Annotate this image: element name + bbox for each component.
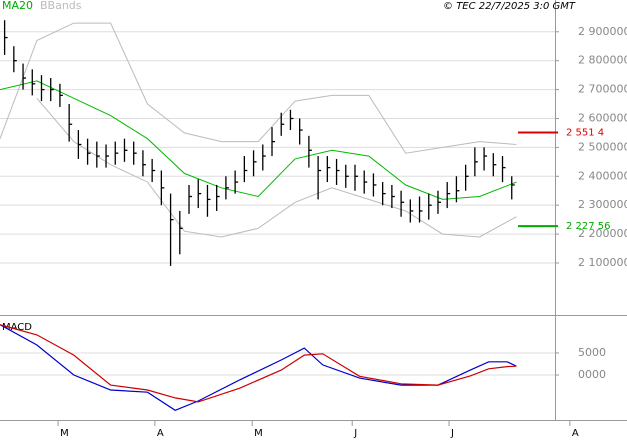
- source: © TEC 22/7/2025 3:0 GMT: [443, 1, 576, 12]
- x-tick-label: A: [157, 428, 164, 439]
- y-tick-label: 2 400000: [578, 169, 627, 182]
- y-tick-label: 5000: [578, 346, 606, 359]
- ma-line: [0, 80, 517, 200]
- y-tick-label: 0000: [578, 368, 606, 381]
- y-tick-label: 2 200000: [578, 227, 627, 240]
- macd-line: [0, 324, 517, 411]
- x-tick-label: M: [254, 428, 263, 439]
- x-tick-label: A: [572, 428, 579, 439]
- y-tick-label: 2 500000: [578, 140, 627, 153]
- x-tick-label: J: [450, 428, 454, 439]
- x-tick-label: J: [353, 428, 357, 439]
- y-tick-label: 2 600000: [578, 111, 627, 124]
- macd-line: [0, 324, 517, 403]
- level-label: 2 227 56: [566, 221, 611, 232]
- y-tick-label: 2 800000: [578, 54, 627, 67]
- y-tick-label: 2 700000: [578, 83, 627, 96]
- x-tick-label: M: [60, 428, 69, 439]
- legend-ma: MA20: [2, 0, 33, 12]
- y-tick-label: 2 300000: [578, 198, 627, 211]
- legend-bbands: BBands: [40, 0, 82, 12]
- y-tick-label: 2 100000: [578, 256, 627, 269]
- bband-lower: [36, 97, 517, 238]
- y-tick-label: 2 900000: [578, 25, 627, 38]
- bband-upper: [0, 22, 517, 154]
- panel-title: MACD: [2, 322, 32, 333]
- level-label: 2 551 4: [566, 128, 604, 139]
